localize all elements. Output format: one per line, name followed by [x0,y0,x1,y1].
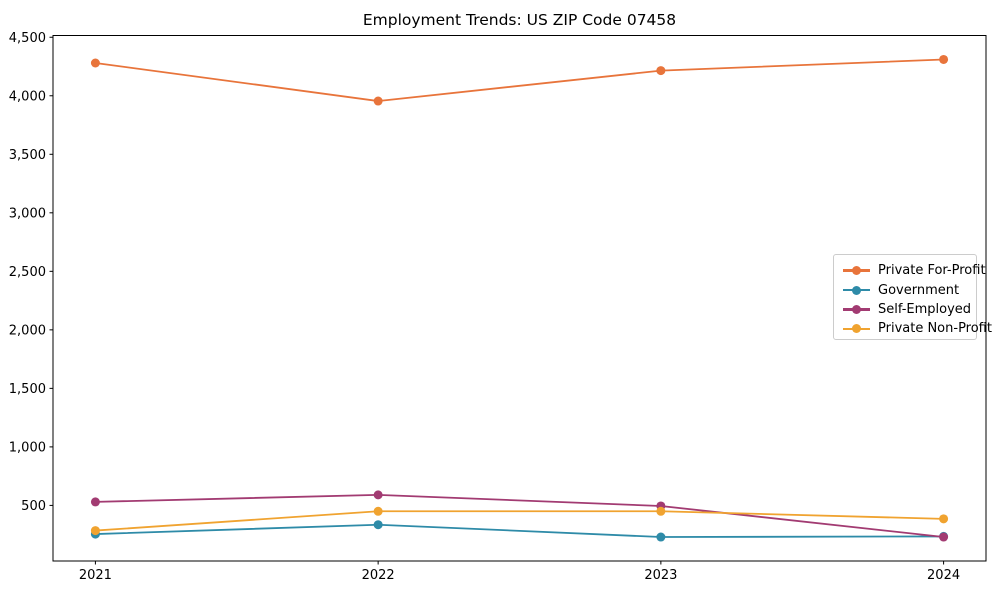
y-tick-label: 4,000 [9,89,46,104]
legend-item-private-non-profit: Private Non-Profit [843,319,992,338]
legend-marker-icon [843,324,870,334]
legend-dot-sample [852,266,861,276]
y-tick-label: 1,500 [9,382,46,397]
data-point-private-non-profit-2023 [656,506,666,516]
x-tick-label: 2024 [927,568,960,583]
data-point-government-2022 [373,520,383,530]
data-point-self-employed-2022 [373,490,383,500]
series-line-self-employed [94,493,945,538]
y-tick-label: 2,000 [9,323,46,338]
series-line-private-non-profit [94,510,945,532]
x-tick-label: 2022 [362,568,395,583]
x-tick-label: 2021 [79,568,112,583]
y-tick-label: 4,500 [9,31,46,46]
data-point-private-for-profit-2023 [656,66,666,76]
legend-marker-icon [843,285,870,295]
legend-label: Self-Employed [878,301,972,317]
legend-item-private-for-profit: Private For-Profit [843,261,986,280]
data-point-private-for-profit-2024 [939,54,949,64]
y-tick-label: 500 [21,499,46,514]
legend-marker-icon [843,266,870,276]
data-point-private-non-profit-2024 [939,514,949,524]
data-point-self-employed-2024 [939,532,949,542]
legend-item-government: Government [843,280,976,299]
y-tick-label: 2,500 [9,265,46,280]
legend: Private For-Profit Government Self-Employe… [833,254,992,340]
data-point-private-non-profit-2022 [373,506,383,516]
y-tick-label: 3,000 [9,206,46,221]
legend-label: Private Non-Profit [878,321,992,337]
series-line-private-for-profit [94,58,945,102]
legend-label: Government [878,282,960,298]
data-point-self-employed-2021 [90,497,100,507]
data-point-private-for-profit-2021 [90,58,100,68]
legend-label: Private For-Profit [878,263,986,279]
series-line-government [94,523,945,538]
legend-dot-sample [852,285,861,295]
data-point-private-non-profit-2021 [90,526,100,536]
plot-frame [52,35,987,562]
legend-marker-icon [843,304,870,314]
legend-item-self-employed: Self-Employed [843,300,976,319]
data-point-private-for-profit-2022 [373,96,383,106]
legend-dot-sample [852,324,861,334]
y-tick-label: 1,000 [9,440,46,455]
legend-dot-sample [852,304,861,314]
data-point-government-2023 [656,532,666,542]
chart-title: Employment Trends: US ZIP Code 07458 [362,11,677,29]
x-tick-label: 2023 [644,568,677,583]
y-tick-label: 3,500 [9,148,46,163]
